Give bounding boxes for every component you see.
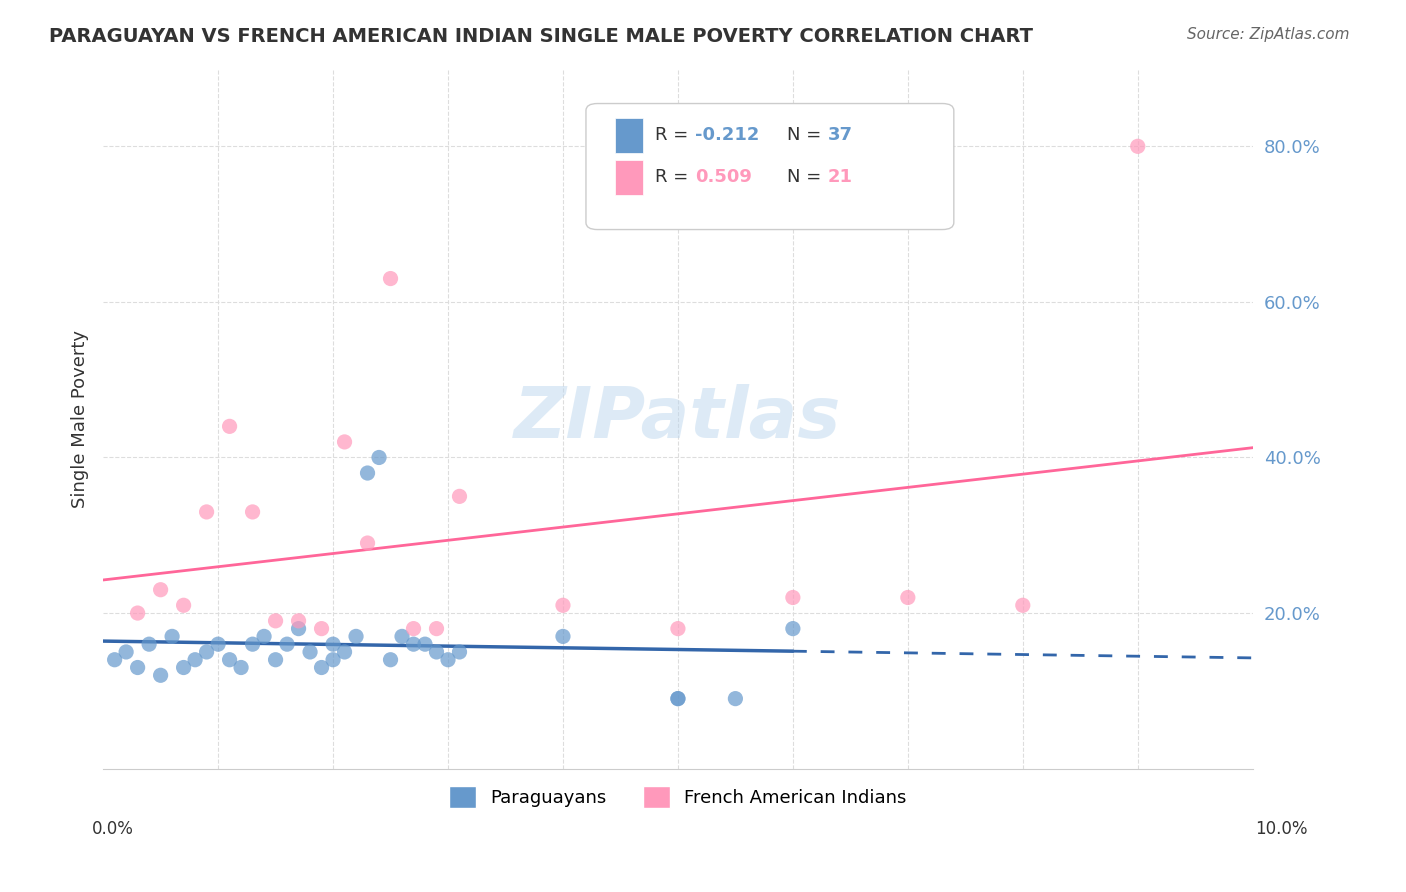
Point [173, 660, 195, 674]
FancyBboxPatch shape [614, 160, 644, 194]
Point [380, 653, 402, 667]
Point [264, 614, 287, 628]
Point [149, 582, 172, 597]
Point [724, 691, 747, 706]
Point [287, 614, 309, 628]
Point [127, 660, 149, 674]
Point [242, 505, 264, 519]
Point [195, 645, 218, 659]
Point [218, 419, 240, 434]
Point [402, 637, 425, 651]
Point [104, 653, 127, 667]
Point [333, 645, 356, 659]
Point [322, 637, 344, 651]
Point [782, 622, 804, 636]
Point [160, 629, 183, 643]
Point [311, 660, 333, 674]
Point [413, 637, 436, 651]
FancyBboxPatch shape [586, 103, 953, 229]
Point [356, 536, 378, 550]
Point [195, 505, 218, 519]
Point [311, 622, 333, 636]
Point [115, 645, 138, 659]
Point [666, 622, 689, 636]
Point [551, 629, 574, 643]
Text: 0.509: 0.509 [695, 168, 752, 186]
Point [253, 629, 276, 643]
Point [425, 645, 447, 659]
Text: 37: 37 [827, 126, 852, 144]
Text: PARAGUAYAN VS FRENCH AMERICAN INDIAN SINGLE MALE POVERTY CORRELATION CHART: PARAGUAYAN VS FRENCH AMERICAN INDIAN SIN… [49, 27, 1033, 45]
Point [425, 622, 447, 636]
Y-axis label: Single Male Poverty: Single Male Poverty [72, 329, 89, 508]
Point [287, 622, 309, 636]
Point [149, 668, 172, 682]
Point [344, 629, 367, 643]
Text: 10.0%: 10.0% [1256, 820, 1308, 838]
Text: 0.0%: 0.0% [91, 820, 134, 838]
Point [184, 653, 207, 667]
Text: R =: R = [655, 168, 695, 186]
Text: 21: 21 [827, 168, 852, 186]
Point [1126, 139, 1149, 153]
Point [207, 637, 229, 651]
Legend: Paraguayans, French American Indians: Paraguayans, French American Indians [441, 779, 914, 815]
Point [391, 629, 413, 643]
Point [666, 691, 689, 706]
Point [1011, 599, 1033, 613]
Point [299, 645, 322, 659]
Point [368, 450, 391, 465]
Point [138, 637, 160, 651]
Point [333, 434, 356, 449]
Point [782, 591, 804, 605]
Point [356, 466, 378, 480]
Point [666, 691, 689, 706]
Text: -0.212: -0.212 [695, 126, 759, 144]
Text: N =: N = [787, 168, 827, 186]
Point [173, 599, 195, 613]
Text: ZIPatlas: ZIPatlas [515, 384, 842, 453]
Point [276, 637, 298, 651]
Text: N =: N = [787, 126, 827, 144]
Point [127, 606, 149, 620]
Point [380, 271, 402, 285]
Point [551, 599, 574, 613]
Point [218, 653, 240, 667]
Point [242, 637, 264, 651]
Point [437, 653, 460, 667]
Point [449, 489, 471, 503]
FancyBboxPatch shape [614, 118, 644, 153]
Point [322, 653, 344, 667]
Point [402, 622, 425, 636]
Text: R =: R = [655, 126, 695, 144]
Point [264, 653, 287, 667]
Point [897, 591, 920, 605]
Point [229, 660, 252, 674]
Point [449, 645, 471, 659]
Text: Source: ZipAtlas.com: Source: ZipAtlas.com [1187, 27, 1350, 42]
